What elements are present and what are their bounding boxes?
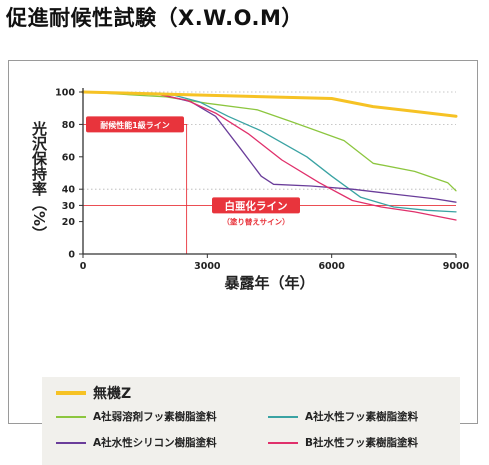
y-tick-label: 0	[68, 250, 75, 261]
reference-badge-chalking	[212, 197, 300, 214]
legend-label: B社水性フッ素樹脂塗料	[305, 437, 419, 449]
y-tick-label: 30	[62, 201, 76, 212]
y-tick-label: 40	[62, 185, 76, 196]
series-line-4	[82, 91, 457, 221]
x-tick-label: 9000	[443, 261, 470, 272]
y-tick-label: 100	[55, 88, 75, 99]
legend-swatch	[56, 441, 86, 444]
x-axis-title: 暴露年（年）	[224, 274, 314, 292]
legend-item: 無機Z	[56, 383, 131, 403]
x-tick-label: 0	[80, 261, 87, 272]
series-line-0	[81, 90, 458, 118]
chart-legend: 無機Z A社弱溶剤フッ素樹脂塗料 A社水性フッ素樹脂塗料 A社水性シリコン樹脂塗…	[42, 377, 460, 465]
y-axis-title: 光沢保持率（%）	[30, 120, 48, 241]
legend-label: A社弱溶剤フッ素樹脂塗料	[93, 411, 217, 423]
reference-label-chalking: 白亜化ライン	[225, 199, 288, 212]
y-tick-label: 20	[62, 217, 76, 228]
legend-label: A社水性シリコン樹脂塗料	[93, 437, 217, 449]
y-tick-label: 60	[62, 152, 76, 163]
series-line-2	[82, 91, 457, 213]
series-line-1	[82, 91, 457, 192]
legend-item: A社水性フッ素樹脂塗料	[268, 409, 418, 424]
legend-item: B社水性フッ素樹脂塗料	[268, 435, 418, 450]
legend-swatch	[268, 441, 298, 444]
legend-swatch	[268, 415, 298, 418]
reference-badge-grade1	[86, 116, 184, 133]
legend-swatch	[56, 391, 86, 395]
reference-label-grade1: 耐候性能1級ライン	[100, 120, 170, 130]
x-tick-label: 6000	[318, 261, 345, 272]
legend-swatch	[56, 415, 86, 418]
legend-label: A社水性フッ素樹脂塗料	[305, 411, 419, 423]
y-tick-label: 80	[62, 120, 76, 131]
legend-label: 無機Z	[93, 386, 132, 402]
legend-item: A社弱溶剤フッ素樹脂塗料	[56, 409, 217, 424]
reference-sublabel-chalking: （塗り替えサイン）	[222, 216, 289, 226]
page-title: 促進耐候性試験（X.W.O.M）	[6, 6, 303, 30]
chart-frame: 耐候性能1級ライン白亜化ライン （塗り替えサイン） 0 20 30 40 60 80 100 0…	[8, 60, 478, 465]
x-tick-label: 3000	[194, 261, 221, 272]
legend-item: A社水性シリコン樹脂塗料	[56, 435, 217, 450]
